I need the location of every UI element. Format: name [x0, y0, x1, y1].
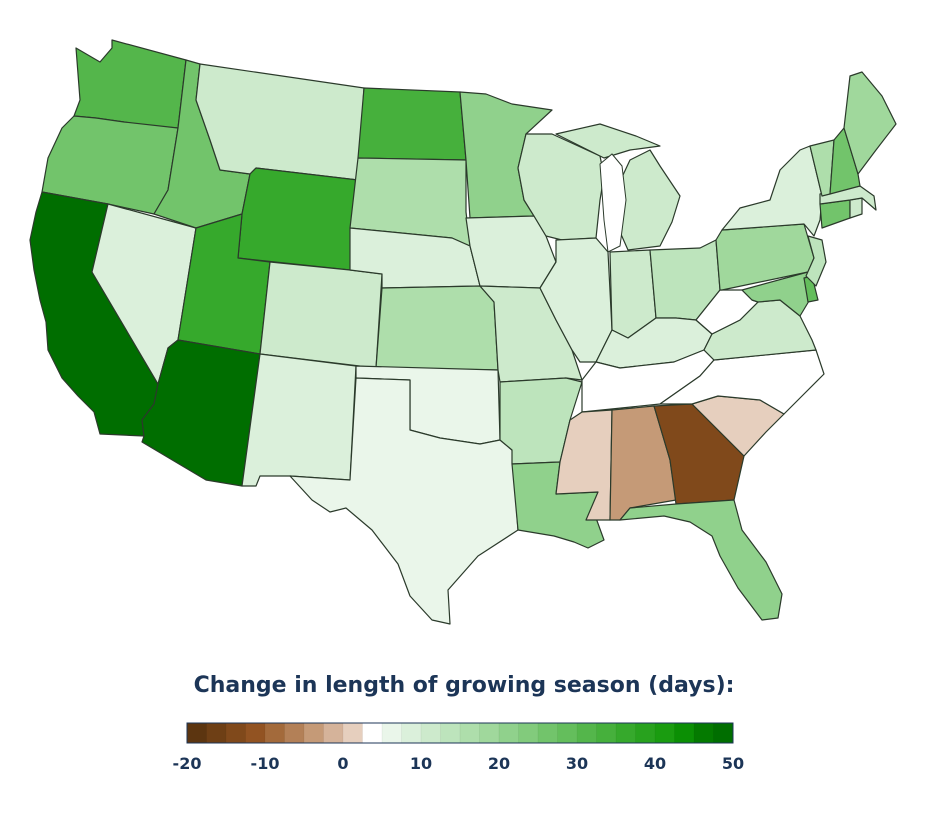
legend-bin: [362, 722, 383, 744]
state-washington: [73, 39, 187, 129]
legend-bin: [440, 722, 461, 744]
legend-title: Change in length of growing season (days…: [193, 673, 735, 698]
state-illinois: [539, 237, 613, 363]
legend-tick-label: -20: [173, 754, 202, 773]
legend-bin: [615, 722, 636, 744]
legend-tick-labels: -20 -10 0 10 20 30 40 50: [173, 754, 745, 773]
legend-bin: [518, 722, 539, 744]
legend-bin: [713, 722, 734, 744]
legend-frame: [186, 722, 734, 744]
legend-tick-label: 40: [644, 754, 666, 773]
legend-bin: [557, 722, 578, 744]
legend-bin: [245, 722, 266, 744]
legend-bin: [674, 722, 695, 744]
state-maine: [843, 71, 897, 175]
legend-bin: [596, 722, 617, 744]
legend-bin: [206, 722, 227, 744]
state-new-york: [721, 145, 823, 237]
state-florida: [619, 499, 783, 621]
us-growing-season-map: [29, 39, 897, 625]
color-legend: -20 -10 0 10 20 30 40 50: [173, 722, 745, 773]
state-north-dakota: [357, 87, 467, 161]
legend-bin: [654, 722, 675, 744]
state-montana: [195, 63, 365, 181]
legend-bin: [635, 722, 656, 744]
legend-bin: [459, 722, 480, 744]
legend-tick-label: 50: [722, 754, 744, 773]
legend-tick-label: -10: [251, 754, 280, 773]
state-new-hampshire: [829, 127, 861, 195]
legend-bin: [381, 722, 402, 744]
legend-tick-label: 10: [410, 754, 432, 773]
legend-tick-label: 30: [566, 754, 588, 773]
state-new-jersey: [805, 235, 827, 287]
legend-bin: [323, 722, 344, 744]
state-wyoming: [237, 167, 359, 271]
legend-bin: [576, 722, 597, 744]
legend-bin: [420, 722, 441, 744]
legend-tick-label: 20: [488, 754, 510, 773]
legend-color-bins: [186, 722, 734, 744]
state-kansas: [375, 285, 499, 371]
lake-michigan: [599, 153, 627, 253]
legend-bin: [693, 722, 714, 744]
state-connecticut: [819, 199, 851, 229]
state-michigan: [615, 149, 681, 251]
state-rhode-island: [849, 197, 863, 219]
legend-bin: [264, 722, 285, 744]
legend-bin: [225, 722, 246, 744]
state-texas: [289, 377, 519, 625]
legend-bin: [303, 722, 324, 744]
legend-tick-label: 0: [337, 754, 348, 773]
state-colorado: [259, 261, 383, 369]
legend-bin: [537, 722, 558, 744]
state-michigan-upper: [555, 123, 661, 159]
legend-bin: [186, 722, 207, 744]
legend-bin: [401, 722, 422, 744]
state-new-mexico: [241, 353, 357, 487]
legend-bin: [342, 722, 363, 744]
legend-bin: [479, 722, 500, 744]
legend-bin: [498, 722, 519, 744]
legend-bin: [284, 722, 305, 744]
